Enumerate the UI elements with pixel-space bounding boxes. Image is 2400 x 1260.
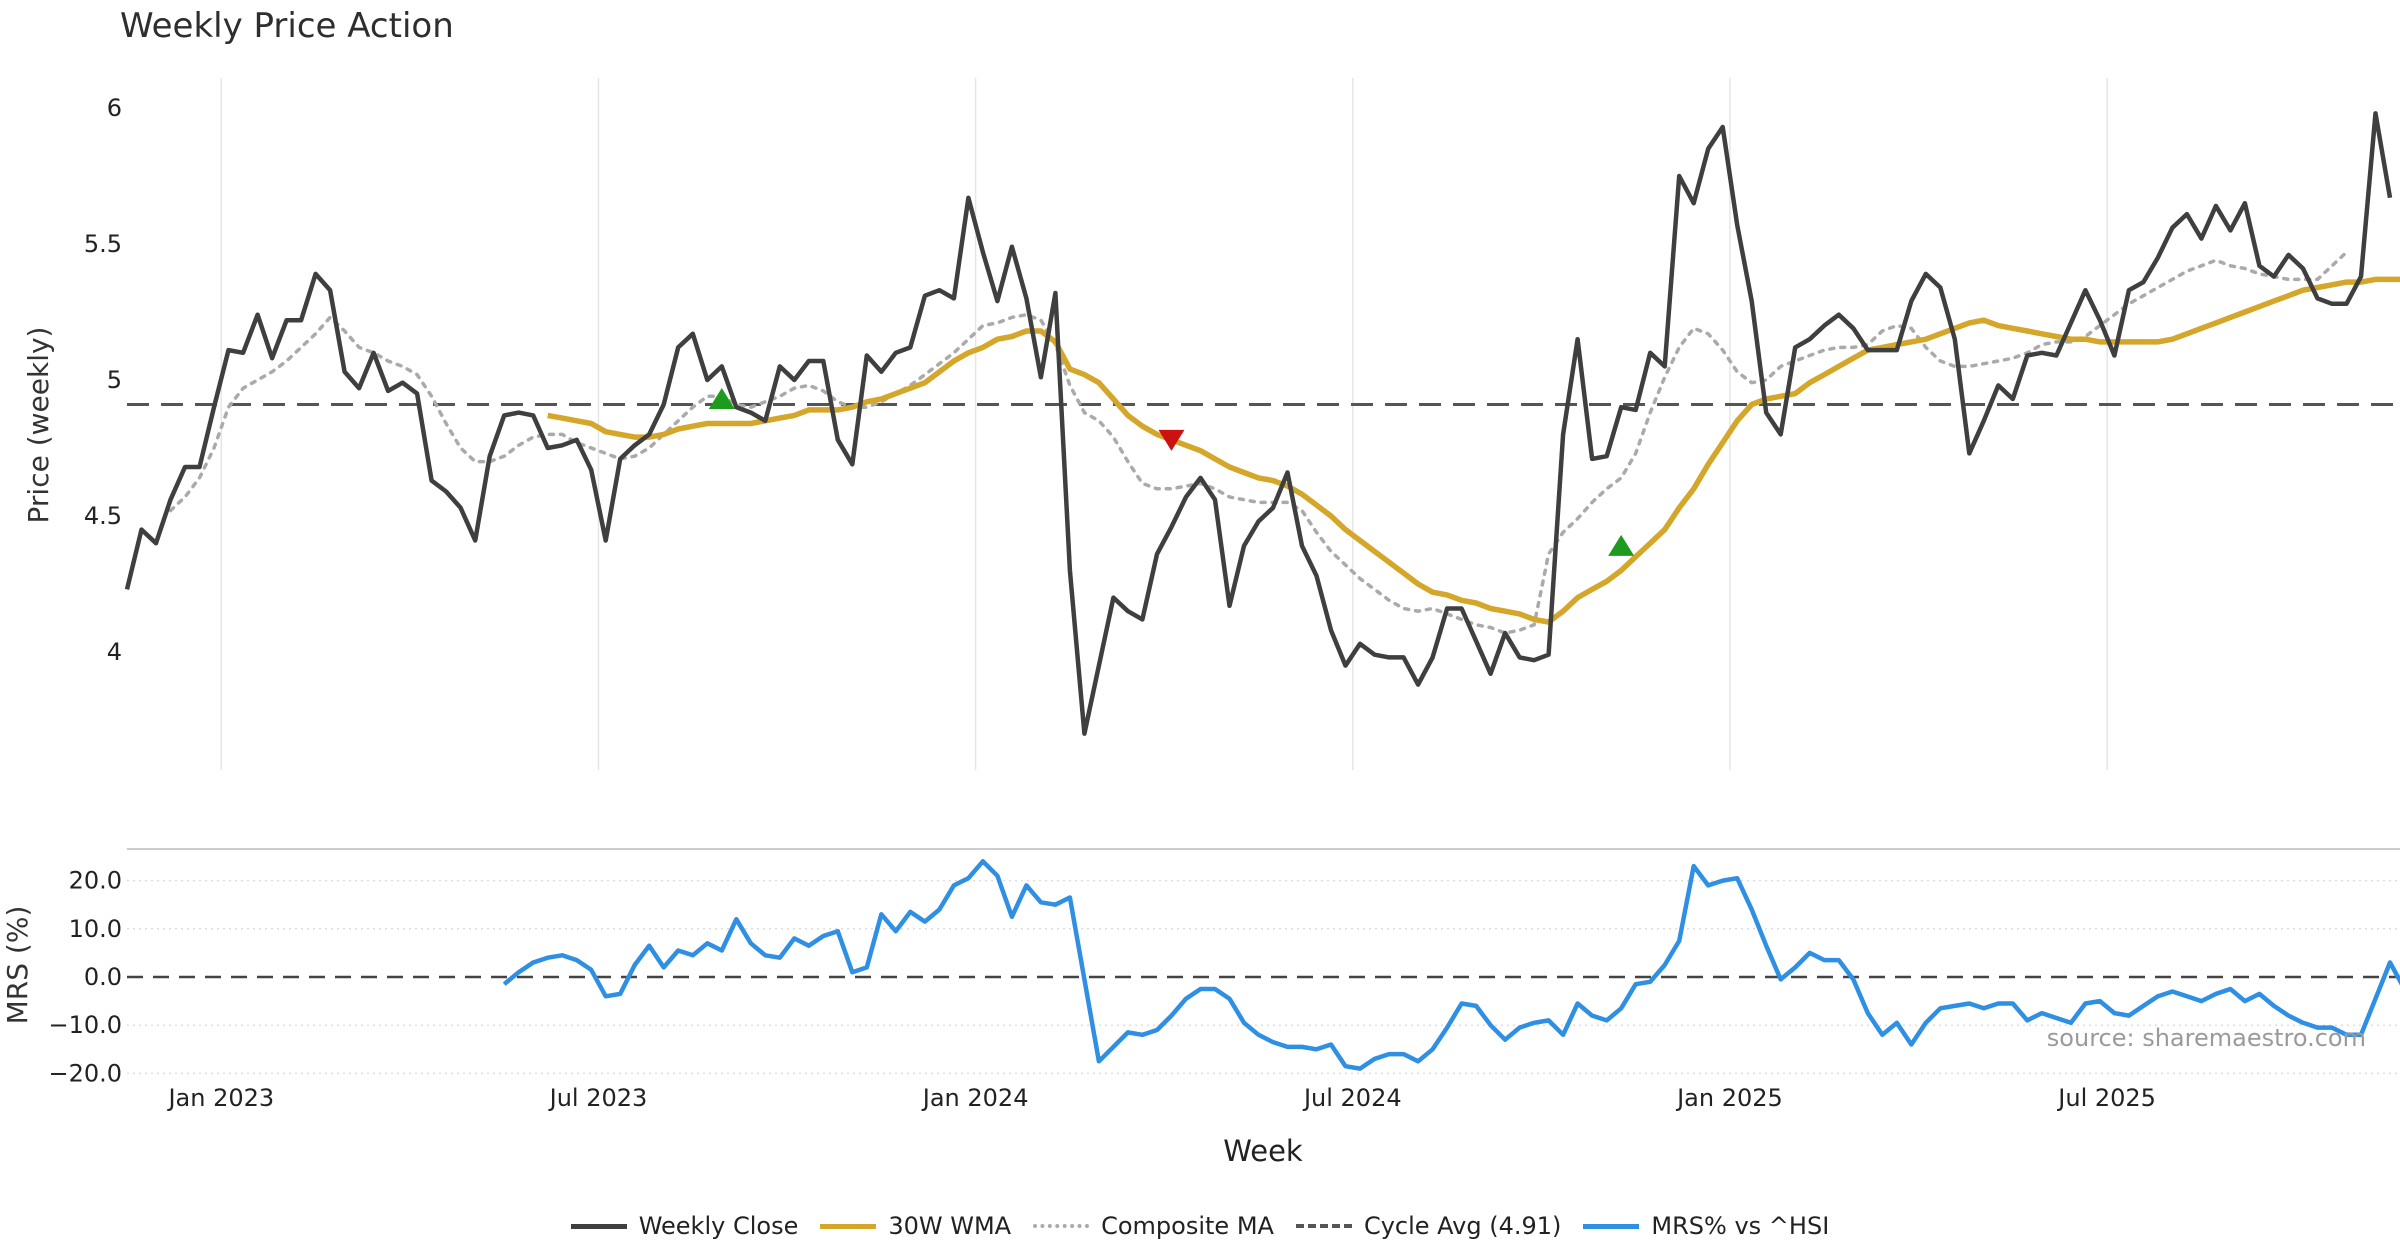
mrs-y-tick-label: 0.0 bbox=[84, 963, 122, 991]
price-vertical-gridlines bbox=[220, 78, 2108, 770]
wma-line bbox=[547, 276, 2400, 625]
legend-item: Composite MA bbox=[1033, 1212, 1274, 1240]
x-axis-ticks: Jan 2023 Jul 2023 Jan 2024 Jul 2024 Jan 2025… bbox=[166, 1084, 2156, 1112]
legend-item: Weekly Close bbox=[570, 1212, 799, 1240]
price-y-tick-label: 5 bbox=[107, 366, 122, 394]
legend-swatch bbox=[1583, 1223, 1640, 1229]
legend-swatch bbox=[570, 1223, 627, 1229]
mrs-y-axis-label: MRS (%) bbox=[1, 906, 34, 1025]
mrs-gridlines bbox=[127, 879, 2400, 1075]
legend-label: 30W WMA bbox=[888, 1212, 1012, 1240]
buy-signal-marker bbox=[1608, 534, 1635, 556]
composite-ma-line bbox=[168, 250, 2349, 635]
legend-swatch bbox=[820, 1223, 877, 1229]
price-y-ticks: 6 5.5 5 4.5 4 bbox=[84, 94, 122, 666]
legend-swatch bbox=[1295, 1224, 1352, 1228]
legend-item: 30W WMA bbox=[820, 1212, 1011, 1240]
legend-item: Cycle Avg (4.91) bbox=[1295, 1212, 1562, 1240]
legend-label: Weekly Close bbox=[638, 1212, 799, 1240]
legend-swatch bbox=[1033, 1224, 1090, 1228]
legend-label: Cycle Avg (4.91) bbox=[1363, 1212, 1562, 1240]
legend-label: Composite MA bbox=[1101, 1212, 1274, 1240]
signal-markers bbox=[708, 388, 1635, 556]
legend-label: MRS% vs ^HSI bbox=[1651, 1212, 1830, 1240]
x-axis-label: Week bbox=[1223, 1134, 1303, 1168]
mrs-line bbox=[502, 859, 2400, 1071]
price-y-axis-label: Price (weekly) bbox=[22, 327, 55, 524]
x-tick-label: Jan 2024 bbox=[921, 1084, 1029, 1112]
x-tick-label: Jan 2023 bbox=[166, 1084, 274, 1112]
mrs-y-tick-label: −20.0 bbox=[48, 1059, 122, 1087]
price-y-tick-label: 5.5 bbox=[84, 230, 122, 258]
price-y-tick-label: 6 bbox=[107, 94, 122, 122]
source-note: source: sharemaestro.com bbox=[2047, 1024, 2366, 1052]
price-y-tick-label: 4 bbox=[107, 638, 122, 666]
weekly-close-line bbox=[124, 111, 2393, 736]
x-tick-label: Jul 2023 bbox=[548, 1084, 648, 1112]
x-tick-label: Jul 2024 bbox=[1302, 1084, 1402, 1112]
mrs-y-tick-label: 10.0 bbox=[69, 915, 122, 943]
x-tick-label: Jul 2025 bbox=[2056, 1084, 2156, 1112]
chart-title: Weekly Price Action bbox=[120, 6, 454, 46]
price-y-tick-label: 4.5 bbox=[84, 502, 122, 530]
legend: Weekly Close 30W WMA Composite MA Cycle Avg… bbox=[0, 1212, 2400, 1240]
x-tick-label: Jan 2025 bbox=[1675, 1084, 1783, 1112]
mrs-y-ticks: 20.0 10.0 0.0 −10.0 −20.0 bbox=[48, 867, 122, 1088]
legend-item: MRS% vs ^HSI bbox=[1583, 1212, 1829, 1240]
buy-signal-marker bbox=[708, 388, 735, 410]
sell-signal-marker bbox=[1158, 429, 1185, 451]
mrs-y-tick-label: −10.0 bbox=[48, 1011, 122, 1039]
mrs-y-tick-label: 20.0 bbox=[69, 867, 122, 895]
